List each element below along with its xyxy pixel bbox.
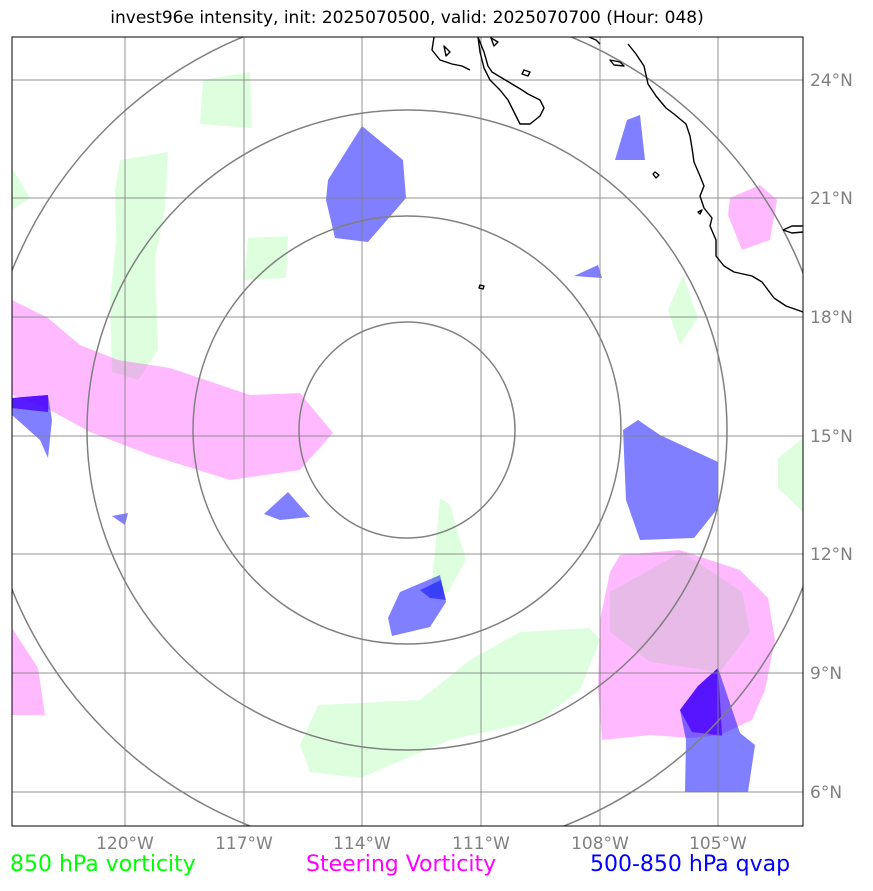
lat-label-9n: 9°N [810,664,842,684]
lon-label-108w: 108°W [571,834,629,854]
lon-label-117w: 117°W [215,834,273,854]
lat-label-21n: 21°N [810,189,853,209]
lon-label-114w: 114°W [333,834,391,854]
lat-label-18n: 18°N [810,308,853,328]
lon-label-120w: 120°W [96,834,154,854]
range-ring-1 [298,321,516,539]
lat-label-6n: 6°N [810,783,842,803]
range-rings [12,37,803,826]
map-frame [11,36,804,827]
range-ring-2 [192,215,622,645]
legend-steering-vorticity: Steering Vorticity [306,852,497,877]
steering-vorticity-fill [12,185,777,740]
legend-qvap: 500-850 hPa qvap [590,852,791,877]
qvap-500-850-fill [12,115,755,792]
latitude-labels: 24°N 21°N 18°N 15°N 12°N 9°N 6°N [810,71,853,803]
graticule [12,37,803,826]
qvap-overlap-fill [12,395,722,736]
lat-label-12n: 12°N [810,545,853,565]
lon-label-111w: 111°W [452,834,510,854]
longitude-labels: 120°W 117°W 114°W 111°W 108°W 105°W [96,834,747,854]
lat-label-15n: 15°N [810,427,853,447]
lat-label-24n: 24°N [810,71,853,91]
map-title: invest96e intensity, init: 2025070500, v… [110,8,704,28]
coastline [431,37,803,313]
lon-label-105w: 105°W [689,834,747,854]
legend-850-hpa-vorticity: 850 hPa vorticity [10,852,196,877]
range-ring-3 [86,109,728,751]
